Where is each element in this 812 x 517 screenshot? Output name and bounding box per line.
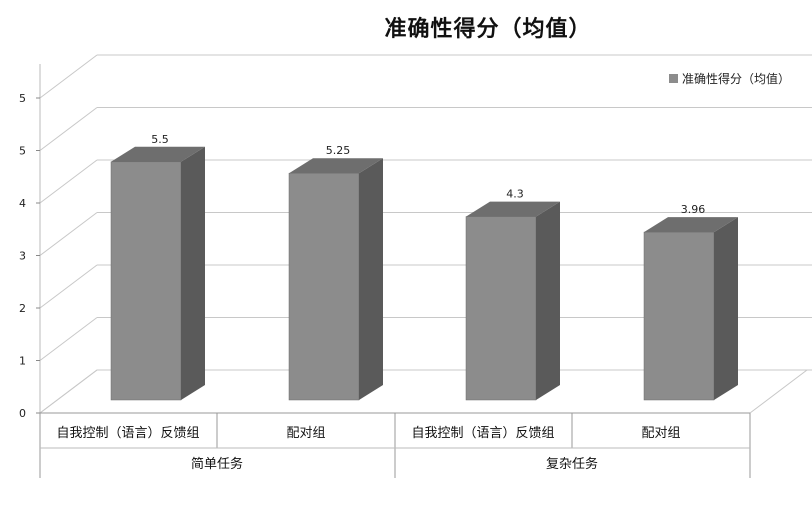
category-label: 配对组 (641, 426, 680, 441)
legend-label: 准确性得分（均值） (682, 71, 790, 86)
data-label: 5.25 (326, 144, 351, 157)
data-labels: 5.5 5.25 4.3 3.96 (151, 133, 705, 216)
y-tick-label: 3 (19, 250, 26, 263)
y-tick-label: 1 (19, 355, 26, 368)
bars (110, 146, 738, 401)
gridline-diagonal (39, 107, 98, 151)
bar-side (714, 217, 738, 400)
gridline-diagonal (39, 159, 98, 204)
gridline-diagonal (39, 317, 98, 361)
category-label: 自我控制（语言）反馈组 (411, 426, 554, 441)
bar (643, 217, 738, 401)
data-label: 3.96 (681, 203, 706, 216)
y-tick-label: 5 (19, 92, 26, 105)
chart-title: 准确性得分（均值） (384, 16, 591, 42)
legend: 准确性得分（均值） (669, 71, 790, 86)
data-label: 5.5 (151, 133, 169, 146)
y-tick-label: 0 (19, 407, 26, 420)
bar-front (110, 161, 182, 401)
bar-top (289, 158, 383, 174)
y-tick-label: 2 (19, 302, 26, 315)
group-label: 复杂任务 (546, 456, 598, 472)
category-label: 配对组 (286, 426, 325, 441)
gridline-diagonal (39, 212, 98, 256)
bar (288, 158, 383, 401)
bar (465, 201, 560, 401)
y-tick-label: 5 (19, 145, 26, 158)
bar-top (111, 146, 205, 162)
bar-side (536, 201, 560, 400)
bar-front (465, 216, 537, 401)
gridline-diagonal (39, 264, 98, 309)
category-label: 自我控制（语言）反馈组 (56, 426, 199, 441)
gridline-diagonal (39, 54, 98, 99)
data-label: 4.3 (506, 188, 524, 201)
bar-side (359, 158, 383, 400)
legend-swatch (669, 74, 678, 83)
group-label: 简单任务 (191, 456, 243, 472)
bar-front (643, 231, 715, 401)
y-tick-label: 4 (19, 197, 26, 210)
bar-front (288, 172, 360, 401)
bar-side (181, 146, 205, 400)
bar-top (466, 201, 560, 217)
bar (110, 146, 205, 401)
bar-top (644, 217, 738, 233)
